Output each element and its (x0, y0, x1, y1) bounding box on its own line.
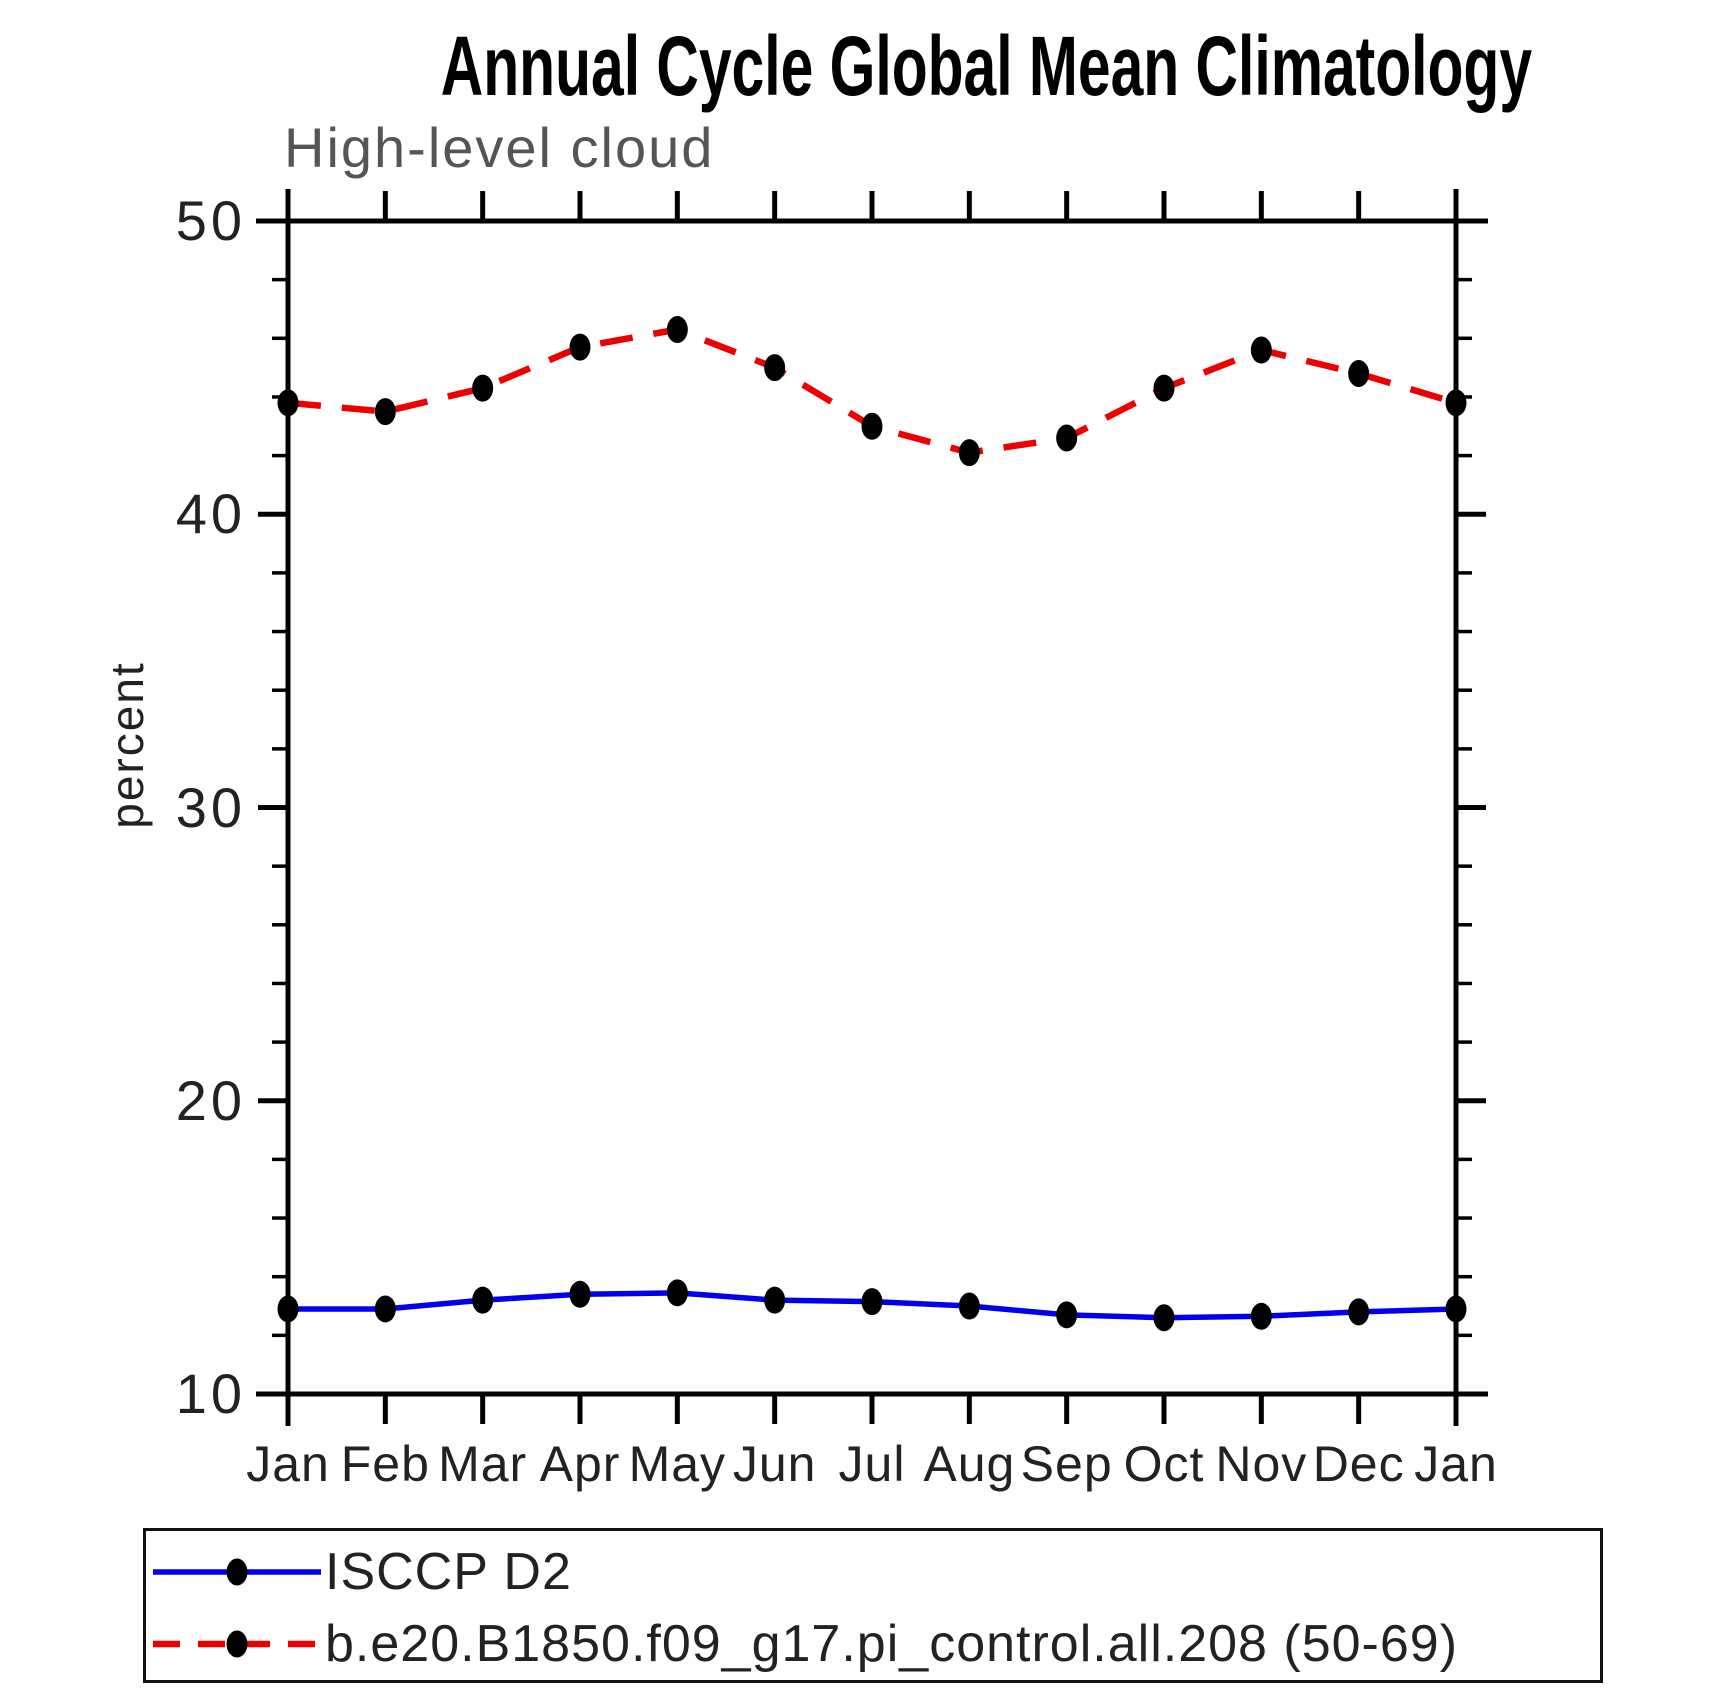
data-point-marker-s0-11 (1348, 1298, 1370, 1326)
x-tick-label-3-Apr: Apr (539, 1436, 621, 1492)
data-point-marker-s0-8 (1056, 1301, 1078, 1329)
data-point-marker-s1-7 (958, 439, 980, 467)
x-tick-label-4-May: May (628, 1436, 727, 1492)
data-point-marker-s1-8 (1056, 424, 1078, 452)
data-point-marker-s1-5 (764, 354, 786, 382)
data-point-marker-s0-7 (958, 1292, 980, 1320)
y-tick-label-40: 40 (175, 482, 246, 546)
legend: ISCCP D2 b.e20.B1850.f09_g17.pi_control.… (143, 1528, 1603, 1683)
data-point-marker-s1-12 (1445, 389, 1467, 417)
data-point-marker-s1-6 (861, 412, 883, 440)
chart-subtitle: High-level cloud (284, 116, 715, 179)
data-point-marker-s0-3 (569, 1280, 591, 1308)
data-point-marker-s1-9 (1153, 374, 1175, 402)
data-point-marker-s0-2 (472, 1286, 494, 1314)
legend-swatch-solid-line (153, 1558, 321, 1586)
x-tick-label-0-Jan: Jan (246, 1436, 330, 1492)
data-point-marker-s1-4 (666, 316, 688, 344)
data-point-marker-s1-2 (472, 374, 494, 402)
data-point-marker-s1-3 (569, 333, 591, 361)
x-tick-label-10-Nov: Nov (1215, 1436, 1308, 1492)
data-point-marker-s0-5 (764, 1286, 786, 1314)
y-tick-label-30: 30 (175, 775, 246, 839)
legend-label-model: b.e20.B1850.f09_g17.pi_control.all.208 (… (325, 1615, 1459, 1673)
x-tick-label-2-Mar: Mar (438, 1436, 528, 1492)
y-tick-label-50: 50 (175, 189, 246, 252)
data-point-marker-s0-9 (1153, 1304, 1175, 1332)
y-tick-label-20: 20 (175, 1068, 246, 1132)
data-point-marker-s1-1 (374, 398, 396, 426)
data-point-marker-s1-0 (277, 389, 299, 417)
x-tick-label-5-Jun: Jun (732, 1436, 817, 1492)
data-point-marker-s1-10 (1250, 336, 1272, 364)
data-point-marker-s0-10 (1250, 1302, 1272, 1330)
data-point-marker-s0-4 (666, 1279, 688, 1307)
x-tick-label-12-Jan: Jan (1414, 1436, 1498, 1492)
legend-label-isccp: ISCCP D2 (325, 1543, 572, 1601)
x-tick-label-11-Dec: Dec (1312, 1436, 1405, 1492)
x-tick-label-8-Sep: Sep (1020, 1436, 1113, 1492)
y-tick-label-10: 10 (175, 1362, 246, 1425)
legend-entry-isccp: ISCCP D2 (146, 1543, 572, 1601)
x-tick-label-9-Oct: Oct (1123, 1436, 1205, 1492)
data-point-marker-s0-6 (861, 1288, 883, 1316)
legend-marker-dot (226, 1558, 248, 1586)
data-point-marker-s0-0 (277, 1295, 299, 1323)
legend-marker-dot (226, 1630, 248, 1658)
legend-entry-model: b.e20.B1850.f09_g17.pi_control.all.208 (… (146, 1615, 1458, 1673)
x-tick-label-6-Jul: Jul (838, 1436, 906, 1492)
data-point-marker-s0-12 (1445, 1295, 1467, 1323)
x-tick-label-1-Feb: Feb (340, 1436, 430, 1492)
x-tick-label-7-Aug: Aug (923, 1436, 1016, 1492)
data-point-marker-s0-1 (374, 1295, 396, 1323)
data-point-marker-s1-11 (1348, 359, 1370, 387)
legend-swatch-dashed-line (153, 1630, 321, 1658)
